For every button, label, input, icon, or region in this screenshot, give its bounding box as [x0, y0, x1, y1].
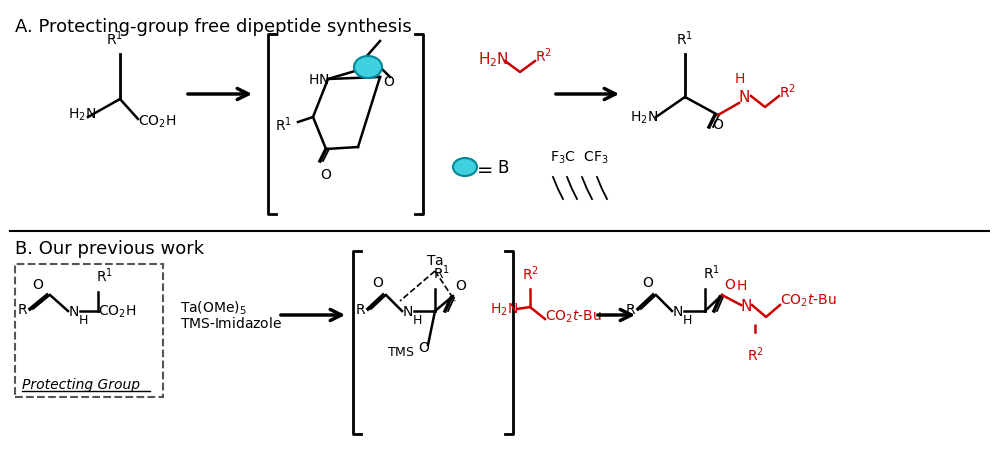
Text: $\mathsf{O}$: $\mathsf{O}$ [712, 118, 724, 131]
Text: $\mathsf{O}$: $\mathsf{O}$ [724, 278, 736, 291]
Text: $\mathsf{HN}$: $\mathsf{HN}$ [308, 73, 330, 87]
Ellipse shape [354, 57, 382, 79]
Text: A. Protecting-group free dipeptide synthesis: A. Protecting-group free dipeptide synth… [15, 18, 412, 36]
Ellipse shape [453, 159, 477, 177]
Text: $\mathsf{H}$: $\mathsf{H}$ [78, 313, 88, 326]
Text: $\mathsf{O}$: $\mathsf{O}$ [320, 167, 332, 182]
Text: $\mathsf{O}$: $\mathsf{O}$ [383, 75, 396, 89]
Text: $\mathsf{O}$: $\mathsf{O}$ [372, 275, 384, 289]
Text: $\mathsf{R}$: $\mathsf{R}$ [355, 302, 366, 316]
Text: $\mathsf{H}$: $\mathsf{H}$ [736, 278, 747, 293]
Text: $\mathsf{H_2N}$: $\mathsf{H_2N}$ [490, 301, 518, 318]
Text: $\mathsf{R^1}$: $\mathsf{R^1}$ [275, 116, 292, 134]
Text: $\mathsf{TMS}$: $\mathsf{TMS}$ [388, 346, 415, 359]
Text: $\mathsf{CO_2\mathit{t}\text{-}Bu}$: $\mathsf{CO_2\mathit{t}\text{-}Bu}$ [545, 308, 601, 324]
Text: $\mathsf{N}$: $\mathsf{N}$ [740, 298, 752, 313]
Text: $\mathsf{N}$: $\mathsf{N}$ [672, 304, 683, 318]
Text: B. Our previous work: B. Our previous work [15, 239, 204, 258]
Text: $\mathsf{H_2N}$: $\mathsf{H_2N}$ [68, 106, 96, 123]
Text: $\mathsf{CO_2\mathit{t}\text{-}Bu}$: $\mathsf{CO_2\mathit{t}\text{-}Bu}$ [780, 292, 837, 308]
Text: $=$: $=$ [473, 158, 494, 177]
Text: $\mathsf{R^1}$: $\mathsf{R^1}$ [97, 266, 114, 284]
Text: $\mathsf{H}$: $\mathsf{H}$ [734, 72, 745, 86]
Text: $\mathsf{R^2}$: $\mathsf{R^2}$ [746, 344, 763, 363]
Text: $\mathsf{O}$: $\mathsf{O}$ [455, 278, 468, 293]
Bar [15, 264, 163, 397]
Text: $\mathsf{CO_2H}$: $\mathsf{CO_2H}$ [138, 114, 177, 130]
Text: $\mathsf{H_2N}$: $\mathsf{H_2N}$ [630, 110, 658, 126]
Text: $\mathsf{R^2}$: $\mathsf{R^2}$ [535, 46, 552, 65]
Text: $\mathsf{N}$: $\mathsf{N}$ [738, 89, 750, 105]
Text: $\mathsf{H}$: $\mathsf{H}$ [682, 313, 692, 326]
Text: $\mathsf{R^1}$: $\mathsf{R^1}$ [107, 29, 124, 48]
Text: $\mathsf{R^1}$: $\mathsf{R^1}$ [703, 263, 720, 281]
Text: $\mathsf{Ta}$: $\mathsf{Ta}$ [427, 253, 444, 268]
Text: $\mathsf{N}$: $\mathsf{N}$ [68, 304, 79, 318]
Text: $\mathsf{R^2}$: $\mathsf{R^2}$ [521, 264, 538, 283]
Text: $\mathsf{TMS\text{-}Imidazole}$: $\mathsf{TMS\text{-}Imidazole}$ [180, 316, 282, 331]
Text: $\mathsf{R^2}$: $\mathsf{R^2}$ [779, 82, 796, 101]
Text: $\mathsf{H_2N}$: $\mathsf{H_2N}$ [478, 51, 508, 69]
Text: $\mathsf{R^1}$: $\mathsf{R^1}$ [434, 263, 451, 281]
Text: $\mathsf{R}$: $\mathsf{R}$ [17, 302, 28, 316]
Text: $\mathsf{Ta(OMe)_5}$: $\mathsf{Ta(OMe)_5}$ [180, 298, 247, 316]
Text: $\mathsf{O}$: $\mathsf{O}$ [642, 275, 654, 289]
Text: $\mathsf{N}$: $\mathsf{N}$ [402, 304, 413, 318]
Text: $\mathsf{CO_2H}$: $\mathsf{CO_2H}$ [98, 303, 137, 319]
Text: $\mathsf{H}$: $\mathsf{H}$ [412, 313, 423, 326]
Text: $\mathsf{F_3C\ \ CF_3}$: $\mathsf{F_3C\ \ CF_3}$ [550, 150, 608, 166]
Text: Protecting Group: Protecting Group [22, 377, 140, 391]
Text: $\mathsf{O}$: $\mathsf{O}$ [418, 340, 431, 354]
Text: $\mathsf{R}$: $\mathsf{R}$ [624, 302, 636, 316]
Text: $\mathsf{B}$: $\mathsf{B}$ [497, 159, 509, 177]
Text: $\mathsf{O}$: $\mathsf{O}$ [32, 278, 44, 291]
Text: $\mathsf{R^1}$: $\mathsf{R^1}$ [676, 29, 693, 48]
